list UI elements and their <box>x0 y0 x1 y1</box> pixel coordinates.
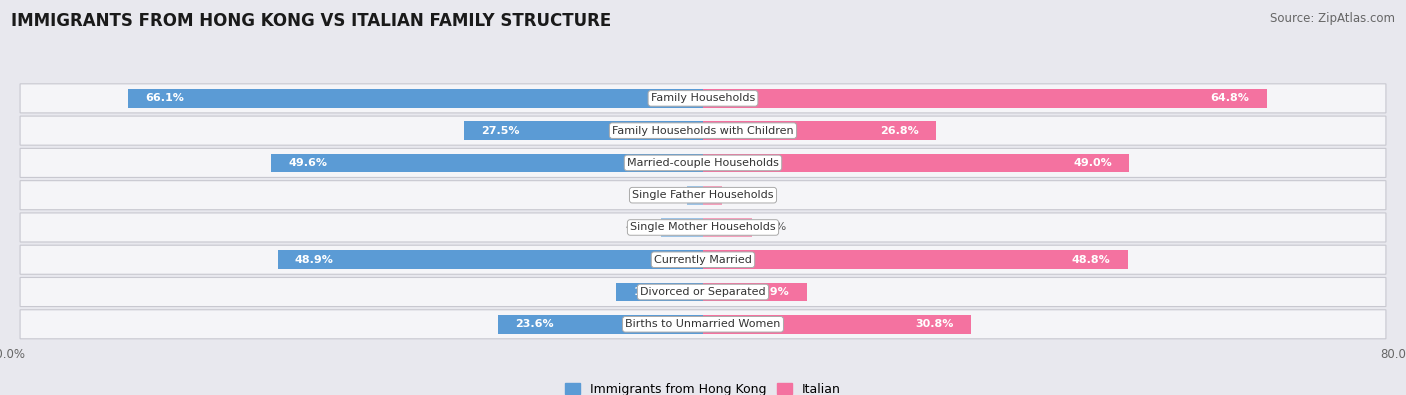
Text: 66.1%: 66.1% <box>145 93 184 103</box>
Text: 30.8%: 30.8% <box>915 319 953 329</box>
Text: 27.5%: 27.5% <box>481 126 520 135</box>
FancyBboxPatch shape <box>20 149 1386 177</box>
Bar <box>616 283 703 301</box>
Text: 49.6%: 49.6% <box>288 158 328 168</box>
Text: 1.8%: 1.8% <box>652 190 681 200</box>
Bar <box>703 283 807 301</box>
Bar <box>703 186 723 205</box>
Text: 26.8%: 26.8% <box>880 126 918 135</box>
FancyBboxPatch shape <box>20 181 1386 210</box>
Bar <box>277 250 703 269</box>
Bar <box>498 315 703 334</box>
Bar <box>688 186 703 205</box>
Text: Currently Married: Currently Married <box>654 255 752 265</box>
Text: 49.0%: 49.0% <box>1073 158 1112 168</box>
FancyBboxPatch shape <box>20 84 1386 113</box>
FancyBboxPatch shape <box>20 213 1386 242</box>
Text: Single Mother Households: Single Mother Households <box>630 222 776 233</box>
Text: 23.6%: 23.6% <box>515 319 554 329</box>
FancyBboxPatch shape <box>20 245 1386 274</box>
FancyBboxPatch shape <box>20 116 1386 145</box>
Bar <box>703 121 936 140</box>
Text: 48.8%: 48.8% <box>1071 255 1111 265</box>
Text: 11.9%: 11.9% <box>751 287 789 297</box>
Text: 10.0%: 10.0% <box>633 287 672 297</box>
Text: 2.2%: 2.2% <box>730 190 758 200</box>
Text: 4.8%: 4.8% <box>626 222 654 233</box>
Text: 48.9%: 48.9% <box>295 255 333 265</box>
Text: Source: ZipAtlas.com: Source: ZipAtlas.com <box>1270 12 1395 25</box>
Text: Births to Unmarried Women: Births to Unmarried Women <box>626 319 780 329</box>
Bar <box>464 121 703 140</box>
Text: Single Father Households: Single Father Households <box>633 190 773 200</box>
Bar <box>271 154 703 172</box>
Bar <box>703 250 1128 269</box>
Bar <box>703 315 972 334</box>
Text: Family Households: Family Households <box>651 93 755 103</box>
Text: 64.8%: 64.8% <box>1211 93 1250 103</box>
Bar <box>703 218 752 237</box>
Text: IMMIGRANTS FROM HONG KONG VS ITALIAN FAMILY STRUCTURE: IMMIGRANTS FROM HONG KONG VS ITALIAN FAM… <box>11 12 612 30</box>
FancyBboxPatch shape <box>20 277 1386 307</box>
Text: Divorced or Separated: Divorced or Separated <box>640 287 766 297</box>
Text: 5.6%: 5.6% <box>759 222 787 233</box>
Bar <box>661 218 703 237</box>
Bar <box>128 89 703 108</box>
Text: Family Households with Children: Family Households with Children <box>612 126 794 135</box>
Legend: Immigrants from Hong Kong, Italian: Immigrants from Hong Kong, Italian <box>565 383 841 395</box>
Bar <box>703 89 1267 108</box>
FancyBboxPatch shape <box>20 310 1386 339</box>
Text: Married-couple Households: Married-couple Households <box>627 158 779 168</box>
Bar <box>703 154 1129 172</box>
